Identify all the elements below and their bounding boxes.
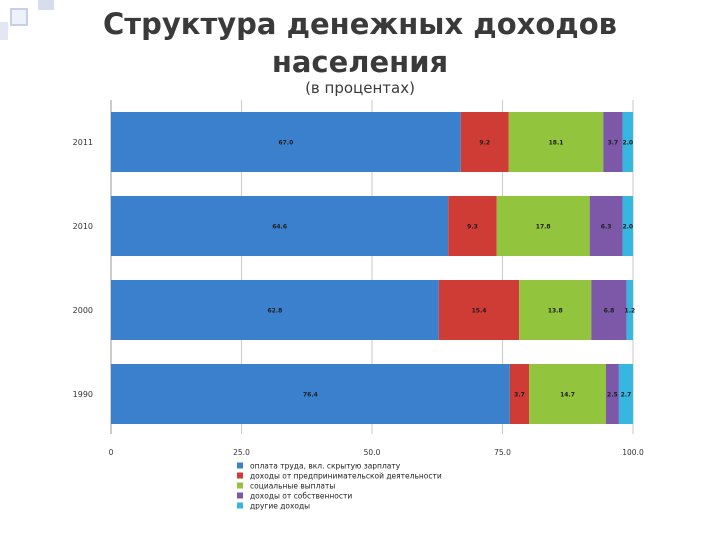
bar-value-label: 6.8 xyxy=(604,308,615,315)
bar-value-label: 15.4 xyxy=(472,308,487,315)
legend-swatch xyxy=(237,472,243,479)
bar-value-label: 14.7 xyxy=(560,392,575,399)
y-category-label: 2010 xyxy=(73,222,93,231)
bar-segment xyxy=(622,112,633,172)
bar-value-label: 6.3 xyxy=(601,224,612,231)
y-category-label: 2011 xyxy=(73,138,93,147)
bar-segment xyxy=(111,280,439,340)
bar-segment xyxy=(529,364,606,424)
bar-value-label: 76.4 xyxy=(303,392,318,399)
bar-segment xyxy=(622,196,633,256)
legend-entry-label: доходы от собственности xyxy=(250,492,352,501)
x-tick-label: 100.0 xyxy=(622,448,644,457)
bar-segment xyxy=(508,112,604,172)
legend-swatch xyxy=(237,482,243,489)
bar-value-label: 67.0 xyxy=(278,140,293,147)
bar-segment xyxy=(519,280,592,340)
bar-segment xyxy=(589,196,623,256)
legend-swatch xyxy=(237,462,243,469)
bar-segment xyxy=(626,280,633,340)
x-tick-label: 25.0 xyxy=(233,448,250,457)
bar-value-label: 13.8 xyxy=(548,308,563,315)
bar-segment xyxy=(111,364,510,424)
bar-segment xyxy=(460,112,509,172)
bar-segment xyxy=(591,280,627,340)
bar-value-label: 9.2 xyxy=(479,140,490,147)
x-tick-label: 50.0 xyxy=(364,448,381,457)
chart-title-line-1: Структура денежных доходов xyxy=(103,7,617,41)
bar-segment xyxy=(111,196,449,256)
bar-segment xyxy=(496,196,590,256)
bar-segment xyxy=(448,196,497,256)
legend-entry-label: оплата труда, вкл. скрытую зарплату xyxy=(250,462,401,471)
decor-square xyxy=(0,22,8,40)
bar-value-label: 18.1 xyxy=(549,140,564,147)
bar-value-label: 64.6 xyxy=(272,224,287,231)
decor-square xyxy=(10,8,28,26)
y-category-label: 2000 xyxy=(73,306,93,315)
bar-value-label: 9.3 xyxy=(467,224,478,231)
bar-value-label: 1.2 xyxy=(625,308,636,315)
decorative-corner xyxy=(0,0,60,40)
chart-title-line-2: населения xyxy=(271,45,449,79)
bar-segment xyxy=(618,364,633,424)
legend-entry-label: социальные выплаты xyxy=(250,482,335,491)
bar-segment xyxy=(111,112,461,172)
bar-value-label: 2.0 xyxy=(622,224,633,231)
bar-value-label: 3.7 xyxy=(514,392,525,399)
chart-subtitle: (в процентах) xyxy=(305,79,415,97)
bar-segment xyxy=(603,112,623,172)
bar-segment xyxy=(509,364,530,424)
bar-segment xyxy=(605,364,619,424)
bar-segment xyxy=(438,280,520,340)
x-tick-label: 0 xyxy=(109,448,114,457)
bar-value-label: 62.8 xyxy=(268,308,283,315)
legend-swatch xyxy=(237,492,243,499)
decor-square xyxy=(38,0,54,10)
bar-value-label: 2.7 xyxy=(621,392,632,399)
legend-entry-label: другие доходы xyxy=(250,502,310,511)
y-category-label: 1990 xyxy=(73,390,93,399)
bar-value-label: 17.8 xyxy=(536,224,551,231)
bar-value-label: 2.0 xyxy=(622,140,633,147)
bar-value-label: 2.5 xyxy=(607,392,618,399)
bar-value-label: 3.7 xyxy=(608,140,619,147)
legend-swatch xyxy=(237,502,243,509)
x-tick-label: 75.0 xyxy=(494,448,511,457)
legend-entry-label: доходы от предпринимательской деятельнос… xyxy=(250,472,442,481)
